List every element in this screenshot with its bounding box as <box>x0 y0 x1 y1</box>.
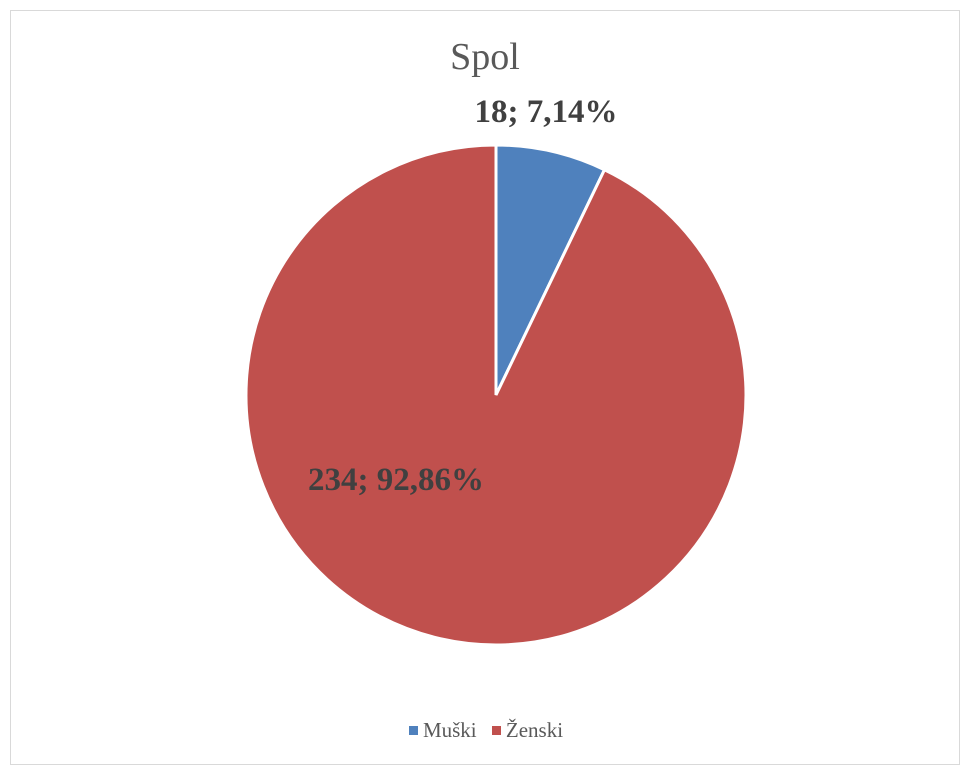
legend-label-muski: Muški <box>422 718 477 742</box>
legend-swatch-zenski <box>491 726 501 735</box>
legend-label-zenski: Ženski <box>505 718 564 742</box>
pie-slice-muski <box>494 143 607 396</box>
data-label-zenski: 234; 92,86% <box>308 462 484 498</box>
pie-slice-zenski <box>244 143 748 647</box>
legend-swatch-muski <box>408 726 418 735</box>
legend: Muški Ženski <box>0 716 972 743</box>
chart-title: Spol <box>450 36 520 78</box>
legend-item-zenski: Ženski <box>491 718 564 743</box>
data-label-muski: 18; 7,14% <box>475 94 618 130</box>
legend-item-muski: Muški <box>408 718 477 743</box>
